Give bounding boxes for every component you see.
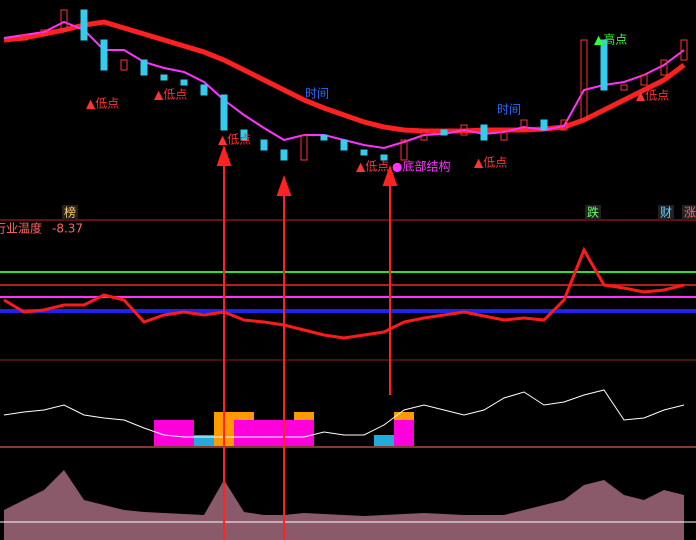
arrows: [216, 144, 398, 540]
candle: [640, 74, 648, 86]
candle: [400, 139, 408, 161]
candle: [580, 39, 588, 121]
series-line: [3, 246, 685, 340]
candle: [660, 59, 668, 76]
candle: [100, 39, 108, 71]
signal-bar: [374, 435, 394, 446]
candle: [600, 39, 608, 91]
candle: [180, 79, 188, 86]
candle: [120, 59, 128, 71]
marker-box: [585, 205, 601, 220]
series-line: [3, 389, 685, 438]
candle: [680, 39, 688, 61]
indicator-title: 行业温度: [0, 221, 42, 236]
annotation: ▲低点: [218, 133, 251, 147]
candle: [300, 134, 308, 161]
annotation: ▲低点: [636, 89, 669, 103]
candle: [480, 124, 488, 141]
signal-bar: [254, 420, 274, 446]
annotation: ●底部结构: [392, 159, 450, 174]
marker-box: [62, 205, 78, 220]
signal-bar: [294, 420, 314, 446]
candle: [360, 149, 368, 156]
annotation: ▲低点: [356, 160, 389, 174]
candle: [160, 74, 168, 81]
annotation: ▲低点: [474, 156, 507, 170]
candle: [460, 124, 468, 136]
candle: [440, 129, 448, 136]
signal-bar: [194, 435, 214, 446]
series-line: [3, 19, 686, 134]
candle: [20, 34, 28, 41]
marker: 榜: [64, 205, 76, 220]
candle: [500, 129, 508, 141]
candle: [40, 29, 48, 36]
candle: [320, 134, 328, 141]
arrow-head: [276, 174, 292, 196]
indicator-value: -8.37: [52, 222, 83, 236]
signal-bar: [174, 420, 194, 446]
candle: [200, 84, 208, 96]
candle: [220, 94, 228, 131]
candle: [60, 9, 68, 31]
candle: [260, 139, 268, 151]
signal-bar: [154, 420, 174, 446]
marker-box: [658, 205, 674, 220]
annotation: ▲高点: [594, 32, 627, 47]
candle: [80, 9, 88, 41]
marker: 财: [660, 206, 672, 220]
candle: [520, 119, 528, 131]
marker: 涨: [684, 205, 696, 220]
annotation: ▲低点: [154, 88, 187, 102]
marker-box: [682, 205, 696, 220]
annotation: 时间: [497, 103, 521, 117]
candle: [280, 149, 288, 161]
candle: [420, 129, 428, 141]
arrow-head: [382, 164, 398, 186]
candle: [560, 119, 568, 131]
annotation: 时间: [305, 87, 329, 101]
candle: [540, 119, 548, 131]
area: [4, 470, 684, 540]
plot: ▲低点▲低点 时间▲低点▲低点 ●底部结构 ▲低点时间▲高点▲低点榜跌财涨行业温度 -8…: [0, 9, 696, 540]
candle: [140, 59, 148, 76]
candle: [620, 84, 628, 91]
marker: 跌: [587, 205, 599, 220]
annotation: ▲低点: [86, 97, 119, 111]
candle: [240, 129, 248, 141]
arrow-head: [216, 144, 232, 166]
candle: [380, 154, 388, 161]
signal-bar: [394, 420, 414, 446]
candle: [340, 139, 348, 151]
signal-bar: [234, 420, 254, 446]
